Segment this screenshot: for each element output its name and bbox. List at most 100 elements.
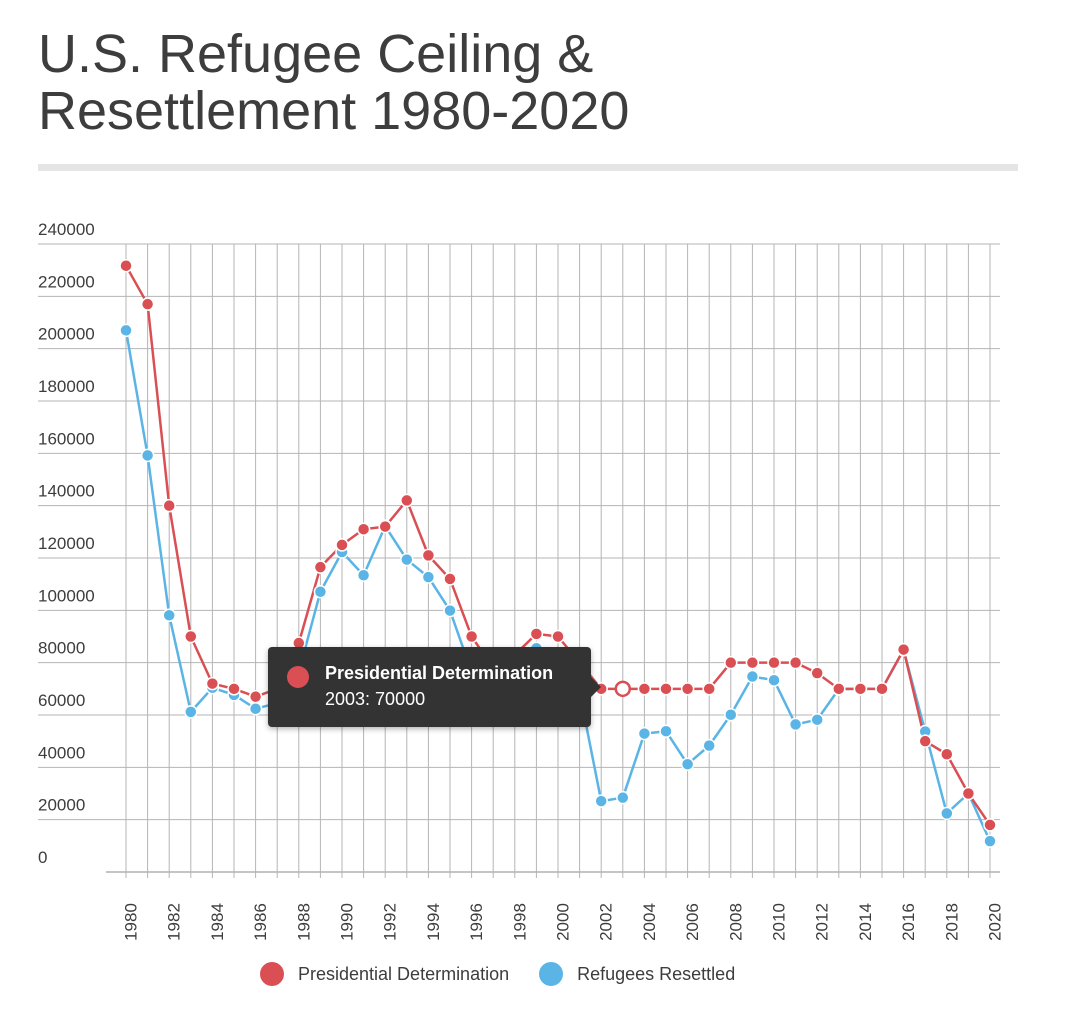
data-point-determination[interactable] [529,627,544,641]
data-point-resettled[interactable] [810,712,824,727]
data-point-determination[interactable] [940,747,954,761]
data-point-determination[interactable] [248,689,263,704]
data-point-resettled[interactable] [184,705,198,719]
x-tick-label: 1984 [208,903,227,941]
x-tick-label: 2004 [640,903,659,941]
legend-label-resettled: Refugees Resettled [577,963,736,984]
data-point-determination[interactable] [356,522,371,536]
data-point-determination[interactable] [443,572,457,586]
data-point-determination[interactable] [335,538,349,552]
x-tick-label: 2020 [985,903,1004,941]
data-point-determination[interactable] [853,682,868,696]
data-point-resettled[interactable] [313,585,328,599]
legend-marker-determination [260,962,284,986]
x-axis-ticks: 1980 1982 1984 1986 1988 1990 1992 1994 1996 1998… [121,903,1004,941]
x-tick-label: 2010 [769,903,788,941]
x-tick-label: 1988 [294,903,313,941]
y-tick-label: 80000 [38,639,85,658]
y-tick-label: 200000 [38,325,95,344]
data-point-determination[interactable] [875,682,889,696]
data-point-determination[interactable] [983,818,997,832]
y-axis-ticks: 0 20000 40000 60000 80000 100000 120000 140000 1… [38,220,95,867]
data-point-resettled[interactable] [680,757,695,771]
y-tick-label: 140000 [38,482,95,501]
data-point-determination[interactable] [788,655,803,670]
data-point-determination[interactable] [162,498,176,513]
x-tick-label: 1994 [424,903,443,941]
x-tick-label: 2000 [553,903,572,941]
data-point-determination[interactable] [614,680,632,698]
x-tick-label: 1996 [467,903,486,941]
y-tick-label: 160000 [38,429,95,448]
data-point-resettled[interactable] [400,552,414,567]
tooltip-value: 2003: 70000 [325,689,426,709]
chart-title-line-1: U.S. Refugee Ceiling & [38,24,594,84]
data-point-resettled[interactable] [443,603,457,618]
data-point-determination[interactable] [659,682,673,696]
data-point-resettled[interactable] [421,570,436,584]
data-point-resettled[interactable] [637,726,652,741]
legend-label-determination: Presidential Determination [298,963,510,984]
data-point-resettled[interactable] [594,794,608,808]
data-point-determination[interactable] [702,682,716,696]
data-point-determination[interactable] [227,682,241,696]
y-tick-label: 20000 [38,796,85,815]
y-tick-label: 100000 [38,586,95,605]
data-point-resettled[interactable] [248,701,263,716]
data-point-determination[interactable] [961,786,976,801]
x-tick-label: 2006 [683,903,702,941]
data-point-determination[interactable] [400,493,414,508]
chart-title-line-2: Resettlement 1980-2020 [38,81,630,141]
data-point-determination[interactable] [896,642,911,657]
data-point-determination[interactable] [378,519,392,534]
data-point-resettled[interactable] [162,608,176,623]
data-point-resettled[interactable] [724,707,738,722]
data-point-determination[interactable] [119,258,133,273]
data-point-determination[interactable] [313,560,328,574]
data-point-determination[interactable] [637,682,652,696]
x-tick-label: 2016 [899,903,918,941]
x-tick-label: 2008 [726,903,745,941]
data-point-resettled[interactable] [983,834,997,848]
data-point-determination[interactable] [680,682,695,696]
x-tick-label: 2002 [597,903,616,941]
data-point-determination[interactable] [832,682,846,696]
legend-item-resettled[interactable]: Refugees Resettled [539,962,735,986]
data-point-resettled[interactable] [702,738,716,753]
data-point-resettled[interactable] [140,448,155,463]
y-tick-label: 40000 [38,743,85,762]
data-point-determination[interactable] [810,666,824,680]
data-point-determination[interactable] [918,734,932,748]
y-tick-label: 240000 [38,220,95,239]
y-tick-label: 220000 [38,272,95,291]
data-point-determination[interactable] [140,297,155,311]
data-tooltip: Presidential Determination 2003: 70000 [268,647,601,727]
data-point-determination[interactable] [745,655,760,670]
legend-item-determination[interactable]: Presidential Determination [260,962,509,986]
data-point-resettled[interactable] [356,568,371,583]
x-tick-label: 2012 [813,903,832,941]
data-point-resettled[interactable] [940,806,954,821]
x-tick-label: 1992 [381,903,400,941]
data-point-determination[interactable] [184,629,198,644]
data-point-determination[interactable] [551,629,565,644]
x-tick-label: 1980 [121,903,140,941]
y-tick-label: 0 [38,848,47,867]
x-tick-label: 2018 [942,903,961,941]
data-point-resettled[interactable] [745,669,760,684]
data-point-resettled[interactable] [767,673,781,687]
chart-title: U.S. Refugee Ceiling & Resettlement 1980… [38,26,1038,140]
data-point-resettled[interactable] [659,724,673,738]
data-point-resettled[interactable] [119,323,133,338]
data-point-determination[interactable] [421,548,436,563]
data-point-resettled[interactable] [788,717,803,732]
data-point-resettled[interactable] [616,790,630,805]
data-point-determination[interactable] [464,629,479,644]
data-point-determination[interactable] [767,655,781,670]
data-point-determination[interactable] [724,655,738,670]
title-divider [38,164,1018,171]
y-tick-label: 60000 [38,691,85,710]
x-tick-label: 1986 [251,903,270,941]
data-point-determination[interactable] [205,676,220,691]
